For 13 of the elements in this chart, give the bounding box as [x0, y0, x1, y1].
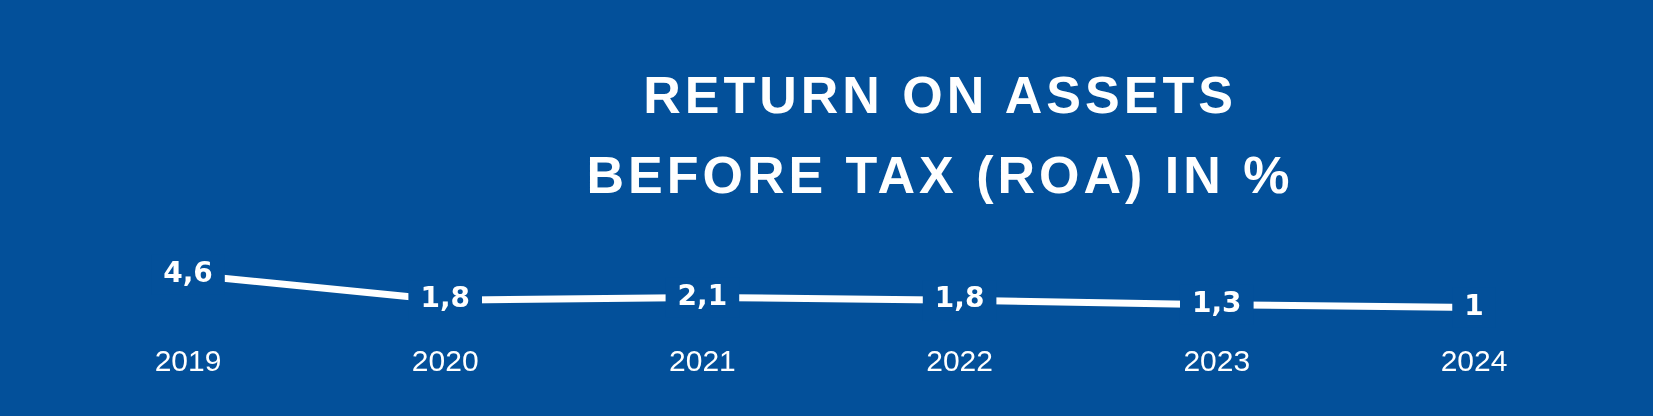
x-tick-label: 2019 — [154, 343, 222, 377]
data-label: 1,3 — [1192, 285, 1242, 319]
x-tick-label: 2021 — [669, 343, 736, 377]
data-label: 1,8 — [420, 281, 470, 315]
data-label: 1 — [1464, 288, 1484, 322]
x-tick-label: 2024 — [1440, 343, 1508, 377]
data-label: 4,6 — [163, 256, 213, 289]
x-tick-label: 2023 — [1183, 343, 1251, 377]
x-tick-label: 2020 — [411, 343, 479, 377]
data-label: 2,1 — [677, 278, 728, 312]
x-tick-label: 2022 — [926, 343, 993, 377]
data-label: 1,8 — [934, 281, 985, 315]
chart-title: RETURN ON ASSETS BEFORE TAX (ROA) IN % — [585, 65, 1295, 206]
